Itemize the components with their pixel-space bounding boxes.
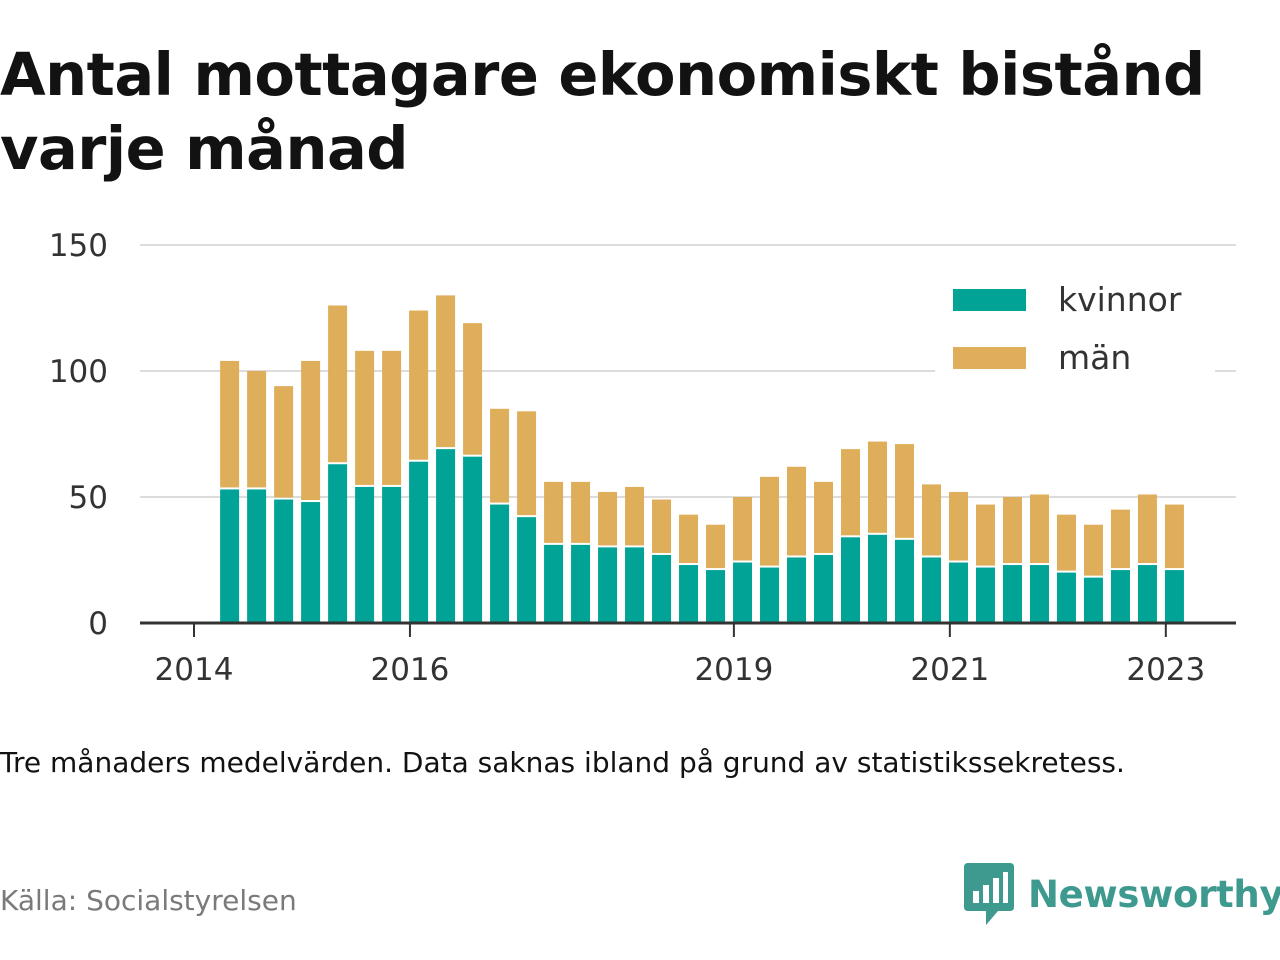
y-tick-label: 0 [88, 606, 108, 642]
bar-man [921, 484, 941, 556]
bar-kvinnor [436, 449, 456, 623]
bar-kvinnor [921, 557, 941, 623]
bar-man [247, 371, 267, 488]
bar-man [652, 499, 672, 553]
bar-kvinnor [841, 537, 861, 623]
bar-kvinnor [463, 456, 483, 623]
source-label: Källa: Socialstyrelsen [0, 884, 297, 917]
bar-man [220, 360, 240, 488]
legend-label: kvinnor [1058, 280, 1182, 319]
chart-note: Tre månaders medelvärden. Data saknas ib… [0, 746, 1125, 779]
bar-kvinnor [301, 502, 321, 623]
bar-kvinnor [1137, 565, 1157, 623]
bar-kvinnor [948, 562, 968, 623]
bar-kvinnor [814, 554, 834, 623]
bar-kvinnor [247, 489, 267, 623]
y-tick-label: 50 [69, 480, 108, 516]
x-axis: 2014 2016 2019 2021 2023 [140, 621, 1236, 688]
bar-kvinnor [1083, 577, 1103, 623]
x-tick-label: 2021 [910, 652, 989, 688]
bar-man [841, 449, 861, 536]
bar-kvinnor [220, 489, 240, 623]
bar-man [1056, 514, 1076, 571]
bar-kvinnor [1056, 572, 1076, 623]
bar-man [409, 310, 429, 460]
bar-kvinnor [652, 554, 672, 623]
bar-man [706, 524, 726, 569]
bar-kvinnor [733, 562, 753, 623]
bar-man [868, 441, 888, 533]
legend-swatch [953, 347, 1026, 369]
bar-kvinnor [1002, 565, 1022, 623]
bar-man [895, 444, 915, 538]
bar-kvinnor [274, 499, 294, 623]
bar-man [1110, 509, 1130, 569]
bar-kvinnor [760, 567, 780, 623]
y-axis-labels: 0 50 100 150 [49, 228, 108, 642]
brand-name: Newsworthy [1028, 872, 1280, 916]
bar-kvinnor [1110, 570, 1130, 623]
x-tick-label: 2023 [1126, 652, 1205, 688]
bar-man [463, 323, 483, 455]
bar-man [1164, 504, 1184, 569]
bar-kvinnor [868, 534, 888, 623]
x-tick-label: 2014 [155, 652, 234, 688]
bar-kvinnor [571, 544, 591, 623]
bar-man [490, 408, 510, 503]
bar-man [328, 305, 348, 463]
bar-kvinnor [598, 547, 618, 623]
bar-man [1083, 524, 1103, 576]
bar-man [355, 350, 375, 485]
chart-title: Antal mottagare ekonomiskt bistånd varje… [0, 40, 1205, 183]
y-tick-label: 100 [49, 354, 108, 390]
bar-man [975, 504, 995, 566]
legend-label: män [1058, 338, 1131, 377]
bar-kvinnor [409, 461, 429, 623]
bar-man [1029, 494, 1049, 564]
legend: kvinnor män [935, 273, 1215, 377]
x-tick-label: 2019 [694, 652, 773, 688]
bar-man [382, 350, 402, 485]
bar-chart: 0 50 100 150 2014 2016 2019 2021 2023 kvinnor mä… [49, 228, 1236, 688]
bar-man [544, 481, 564, 543]
bar-man [948, 491, 968, 561]
bar-kvinnor [517, 517, 537, 623]
bar-man [625, 486, 645, 546]
bar-kvinnor [679, 565, 699, 623]
bar-man [571, 481, 591, 543]
bar-man [814, 481, 834, 553]
x-tick-label: 2016 [370, 652, 449, 688]
y-tick-label: 150 [49, 228, 108, 264]
bar-kvinnor [328, 464, 348, 623]
bar-kvinnor [490, 504, 510, 623]
bar-man [517, 411, 537, 516]
bar-man [787, 466, 807, 556]
bar-kvinnor [544, 544, 564, 623]
bar-kvinnor [1164, 570, 1184, 623]
newsworthy-logo[interactable]: Newsworthy [964, 862, 1280, 926]
bar-kvinnor [355, 486, 375, 623]
bar-kvinnor [706, 570, 726, 623]
bar-man [760, 476, 780, 566]
legend-swatch [953, 289, 1026, 311]
bar-man [733, 497, 753, 561]
bar-man [274, 386, 294, 498]
bar-kvinnor [975, 567, 995, 623]
bar-man [1137, 494, 1157, 564]
newsworthy-logo-icon [964, 863, 1014, 925]
bar-kvinnor [895, 539, 915, 623]
bar-man [1002, 497, 1022, 564]
bar-man [598, 491, 618, 546]
bars [220, 295, 1184, 623]
bar-kvinnor [1029, 565, 1049, 623]
bar-man [679, 514, 699, 564]
bar-man [301, 360, 321, 501]
bar-kvinnor [382, 486, 402, 623]
bar-kvinnor [625, 547, 645, 623]
bar-man [436, 295, 456, 448]
bar-kvinnor [787, 557, 807, 623]
